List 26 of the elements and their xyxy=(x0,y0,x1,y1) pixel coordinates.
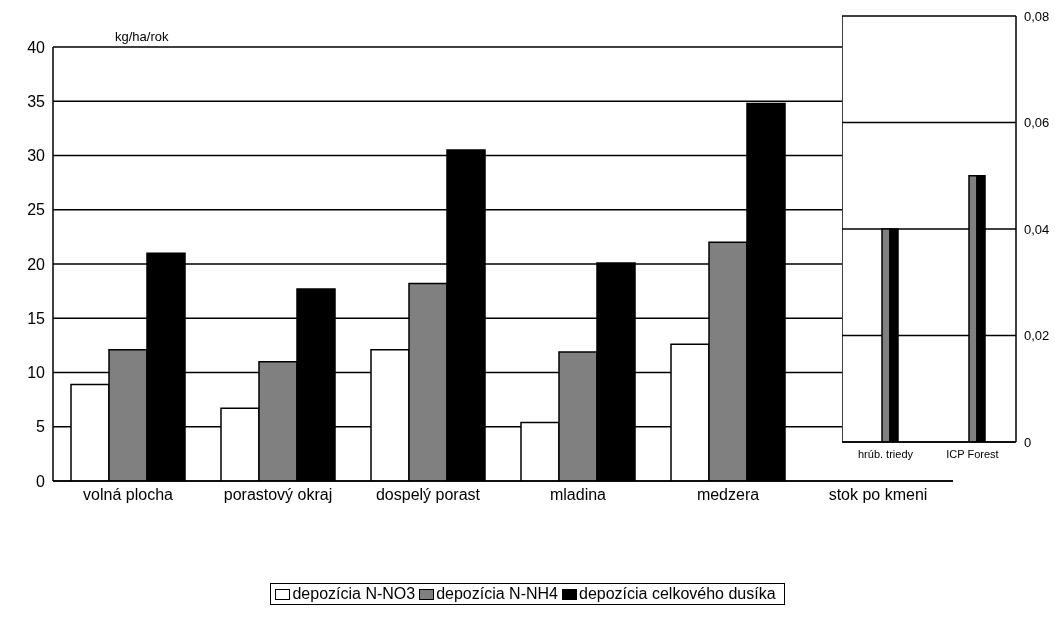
y-tick-label: 5 xyxy=(36,418,46,436)
y-tick-label: 25 xyxy=(27,201,46,219)
y-tick-label: 40 xyxy=(27,38,46,56)
x-tick-label: medzera xyxy=(696,486,760,504)
y-tick-label: 0 xyxy=(1024,434,1032,450)
y-axis-title: kg/ha/rok xyxy=(115,29,169,44)
y-tick-label: 20 xyxy=(27,255,46,273)
y-tick-label: 30 xyxy=(27,147,46,165)
legend-label: depozícia N-NH4 xyxy=(436,585,558,603)
y-tick-label: 0,04 xyxy=(1024,221,1050,237)
y-tick-label: 35 xyxy=(27,92,46,110)
y-tick-label: 0,02 xyxy=(1024,328,1050,344)
y-tick-label: 0,08 xyxy=(1024,8,1050,24)
x-tick-label: dospelý porast xyxy=(375,486,481,504)
y-tick-label: 0,06 xyxy=(1024,115,1050,131)
x-tick-label: hrúb. triedy xyxy=(857,447,914,460)
x-tick-label: ICP Forest xyxy=(946,447,999,460)
y-tick-label: 0 xyxy=(36,472,46,490)
y-tick-label: 15 xyxy=(27,309,46,327)
y-tick-label: 10 xyxy=(27,364,46,382)
x-tick-label: stok po kmeni xyxy=(828,486,928,504)
legend-label: depozícia N-NO3 xyxy=(292,585,416,603)
x-tick-label: mladina xyxy=(549,486,607,504)
legend-label: depozícia celkového dusíka xyxy=(578,585,776,603)
x-tick-label: porastový okraj xyxy=(223,486,333,504)
x-tick-label: volná plocha xyxy=(83,486,174,504)
